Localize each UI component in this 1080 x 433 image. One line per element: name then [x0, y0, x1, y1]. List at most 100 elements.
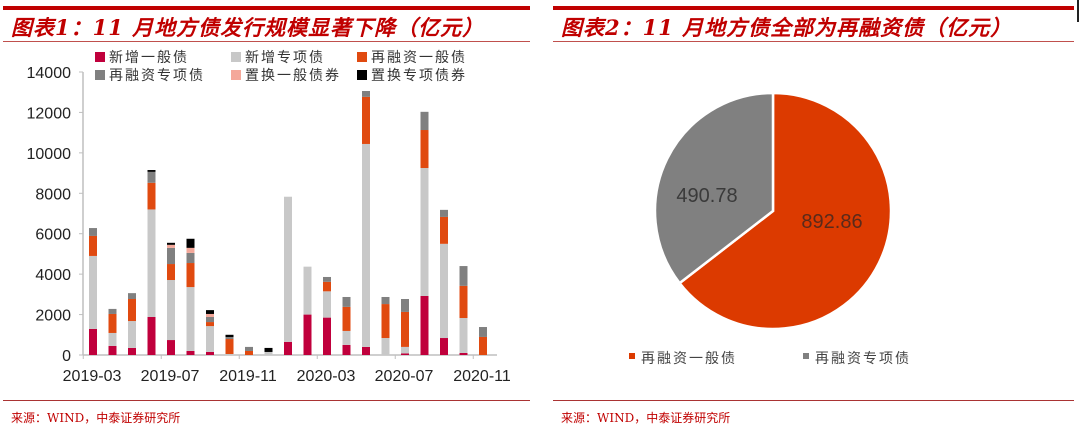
bar-segment — [381, 296, 390, 305]
bar-segment — [89, 235, 97, 256]
bar-2020-02 — [303, 266, 312, 355]
bar-segment — [206, 351, 214, 355]
bar-segment — [459, 352, 468, 355]
bar-2019-07 — [167, 242, 175, 355]
bar-segment — [401, 311, 409, 347]
bar-segment — [459, 318, 468, 353]
bar-segment — [303, 266, 312, 315]
x-tick-label: 2019-03 — [63, 368, 122, 385]
bar-2019-11 — [245, 346, 253, 355]
legend-label: 置换一般债券 — [245, 67, 341, 83]
bar-segment — [323, 317, 331, 355]
bar-segment — [362, 91, 370, 97]
bar-segment — [128, 321, 136, 348]
bar-segment — [479, 327, 487, 337]
legend-swatch — [357, 70, 367, 80]
bar-segment — [167, 244, 175, 248]
bar-2019-04 — [108, 308, 117, 355]
legend-item: 置换一般债券 — [231, 67, 341, 83]
bar-2020-03 — [323, 276, 331, 355]
legend-item: 再融资一般债 — [629, 350, 737, 366]
bar-2019-08 — [186, 238, 195, 355]
bottom-rule — [3, 400, 530, 401]
chart-title: 图表1：11 月地方债发行规模显著下降（亿元） — [11, 15, 485, 40]
y-tick-label: 10000 — [27, 146, 72, 163]
bar-segment — [362, 346, 370, 355]
legend-item: 再融资一般债 — [357, 49, 467, 65]
x-tick-label: 2019-11 — [219, 368, 277, 385]
source-note: 来源：WIND，中泰证券研究所 — [561, 411, 731, 425]
bar-segment — [459, 285, 468, 319]
bar-segment — [342, 330, 351, 345]
x-tick-label: 2020-11 — [453, 368, 511, 385]
y-tick-label: 14000 — [27, 65, 72, 82]
pie-data-label: 490.78 — [676, 185, 737, 207]
bar-segment — [206, 326, 214, 352]
bar-segment — [147, 182, 156, 210]
bar-segment — [381, 338, 390, 355]
legend-swatch — [629, 353, 635, 359]
bar-segment — [342, 344, 351, 355]
source-note: 来源：WIND，中泰证券研究所 — [11, 411, 181, 425]
bar-2020-09 — [440, 209, 448, 355]
legend-label: 置换专项债券 — [371, 67, 467, 83]
legend-label: 再融资专项债 — [109, 67, 205, 83]
bar-segment — [225, 337, 234, 340]
bar-segment — [479, 336, 487, 355]
bar-segment — [245, 346, 253, 351]
bar-segment — [420, 168, 429, 296]
bar-segment — [167, 264, 175, 281]
edge-divider — [1077, 0, 1079, 22]
bar-segment — [284, 341, 292, 355]
bar-segment — [342, 296, 351, 307]
legend-label: 新增专项债 — [245, 49, 325, 65]
legend-swatch — [803, 353, 809, 359]
bar-segment — [245, 350, 253, 355]
bar-segment — [167, 242, 175, 245]
pie-chart: 892.86 490.78 再融资一般债 再融资专项债 — [629, 91, 909, 366]
bar-segment — [147, 171, 156, 183]
bar-segment — [108, 332, 117, 346]
bar-2020-08 — [420, 111, 429, 355]
bar-segment — [459, 266, 468, 286]
legend-item: 新增专项债 — [231, 49, 325, 65]
bar-segment — [206, 316, 214, 323]
bottom-rule — [553, 400, 1074, 401]
bar-segment — [225, 334, 234, 338]
bar-segment — [362, 96, 370, 144]
bar-segment — [186, 263, 195, 288]
bar-segment — [401, 299, 409, 312]
bar-segment — [440, 216, 448, 244]
left-chart-panel: 图表1：11 月地方债发行规模显著下降（亿元） 0 2000 4000 6000 800… — [3, 0, 530, 433]
bar-segment — [381, 304, 390, 339]
y-tick-label: 12000 — [27, 105, 72, 122]
bar-segment — [186, 252, 195, 264]
bar-2019-10 — [225, 334, 234, 355]
legend-item: 置换专项债券 — [357, 67, 467, 83]
bar-2019-09 — [206, 310, 214, 355]
bar-segment — [128, 293, 136, 300]
y-tick-label: 8000 — [35, 186, 71, 203]
bar-segment — [186, 238, 195, 248]
bar-segment — [420, 111, 429, 131]
legend-label: 再融资一般债 — [641, 350, 737, 366]
legend-item: 再融资专项债 — [803, 350, 909, 366]
bar-segment — [362, 143, 370, 347]
bar-2019-05 — [128, 293, 136, 355]
bar-segment — [303, 314, 312, 355]
bar-segment — [89, 328, 97, 355]
bar-segment — [206, 322, 214, 327]
top-rule — [3, 6, 530, 10]
y-tick-label: 0 — [62, 348, 71, 365]
bar-segment — [264, 347, 273, 352]
bar-segment — [440, 338, 448, 355]
bar-segment — [147, 316, 156, 355]
legend-swatch — [357, 52, 367, 62]
bar-segment — [186, 247, 195, 253]
bar-2019-12 — [264, 347, 273, 355]
bar-segment — [167, 247, 175, 265]
legend-label: 再融资一般债 — [371, 49, 467, 65]
bar-segment — [323, 291, 331, 318]
bar-segment — [401, 353, 409, 355]
bar-segment — [401, 346, 409, 354]
